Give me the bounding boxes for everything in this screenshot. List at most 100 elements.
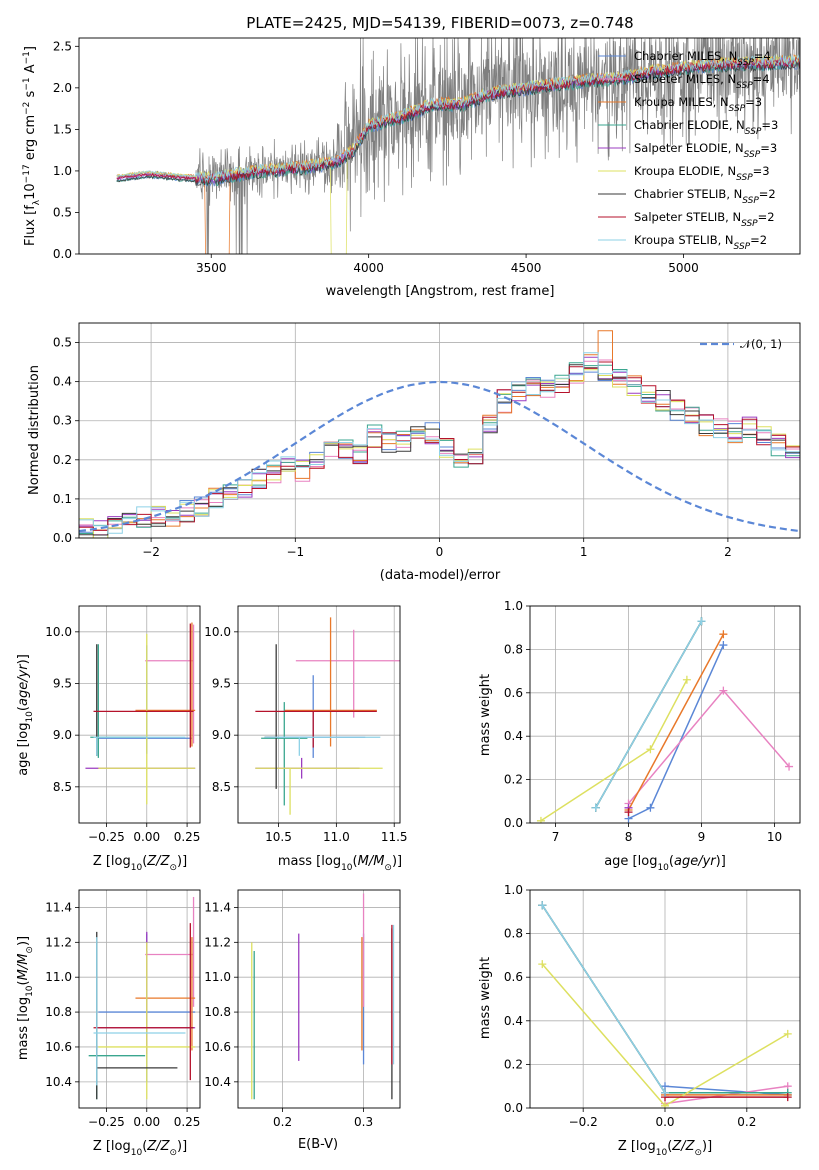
plot-area-residuals (79, 330, 800, 538)
x-tick-label: 0 (436, 545, 444, 559)
y-tick-label: 0.6 (504, 970, 523, 984)
y-tick-label: 9.5 (53, 677, 72, 691)
weight-marker (646, 803, 655, 812)
y-tick-label: 1.0 (504, 883, 523, 897)
y-tick-label: 8.5 (212, 780, 231, 794)
y-tick-label: 0.8 (504, 642, 523, 656)
y-tick-label: 11.4 (204, 900, 231, 914)
axes-residuals: −2 −1 0 1 2 0.0 0.1 0.2 0.3 0.4 0.5 (53, 322, 801, 559)
plot-area-age_vs_mass (255, 617, 400, 815)
y-tick-label: 0.1 (53, 492, 72, 506)
x-tick-label: 9 (698, 830, 706, 844)
plot-area-mass_vs_EBV (251, 893, 395, 1100)
y-axis-label: age [log10(age/yr)] (16, 654, 35, 776)
axes-frame (78, 605, 201, 824)
model-spectrum-line (116, 56, 800, 184)
x-tick-label: 3500 (196, 261, 227, 275)
weight-marker (783, 1029, 792, 1038)
y-tick-label: 0.6 (504, 686, 523, 700)
x-axis-label: mass [log10(M/M⊙)] (278, 854, 402, 873)
axes-spectrum: 3500 4000 4500 5000 0.0 0.5 1.0 1.5 2.0 2.5 (53, 37, 801, 275)
x-tick-label: −0.2 (569, 1115, 598, 1129)
model-spectrum-line (116, 60, 800, 186)
y-tick-label: 11.0 (204, 970, 231, 984)
y-tick-label: 2.5 (53, 39, 72, 53)
plot-area-spectrum (116, 38, 800, 254)
y-tick-label: 10.6 (204, 1040, 231, 1054)
weight-line (664, 1085, 788, 1096)
weight-marker (591, 803, 600, 812)
weight-marker (785, 762, 794, 771)
y-axis-label: Normed distribution (27, 365, 42, 495)
legend-label: Chabrier STELIB, NSSP=2 (634, 187, 776, 206)
weight-marker (661, 1088, 669, 1097)
y-tick-label: 8.5 (53, 780, 72, 794)
axes-frame (237, 605, 401, 824)
y-tick-label: 0.4 (504, 729, 523, 743)
y-tick-label: 10.4 (45, 1075, 72, 1089)
x-tick-label: 11.5 (381, 830, 408, 844)
y-axis-label: Flux [fλ10−17 erg cm−2 s−1 A−1] (22, 46, 42, 246)
axes-frame (529, 605, 801, 824)
x-tick-label: 7 (552, 830, 560, 844)
legend-label: Salpeter MILES, NSSP=4 (634, 72, 770, 91)
x-tick-label: −0.25 (88, 1115, 125, 1129)
y-tick-label: 1.0 (504, 599, 523, 613)
axes-frame (78, 322, 801, 539)
weight-marker (536, 816, 545, 823)
legend-label: 𝒩(0, 1) (740, 337, 782, 351)
y-tick-label: 9.0 (212, 728, 231, 742)
y-tick-label: 0.4 (504, 1014, 523, 1028)
axes-age_vs_mass: 10.5 11.0 11.5 8.5 9.0 9.5 10.0 (204, 605, 408, 844)
y-tick-label: 10.4 (204, 1075, 231, 1089)
x-tick-label: 8 (625, 830, 633, 844)
y-tick-label: 11.2 (204, 935, 231, 949)
x-tick-label: 0.25 (174, 1115, 201, 1129)
plot-area-weight_vs_Z (538, 901, 792, 1108)
y-tick-label: 10.0 (204, 625, 231, 639)
weight-marker (682, 675, 691, 684)
weight-line (540, 679, 688, 822)
y-tick-label: 11.0 (45, 970, 72, 984)
y-tick-label: 0.2 (504, 773, 523, 787)
y-tick-label: 0.5 (53, 336, 72, 350)
plots: 3500 4000 4500 5000 0.0 0.5 1.0 1.5 2.0 2.5 Chabri… (16, 37, 801, 1158)
weight-line (541, 904, 666, 1094)
x-axis-label: Z [log10(Z/Z⊙)] (93, 854, 187, 873)
y-tick-label: 0.0 (53, 247, 72, 261)
legend-label: Salpeter ELODIE, NSSP=3 (634, 141, 777, 160)
weight-marker (719, 686, 728, 695)
x-tick-label: 0.2 (273, 1115, 292, 1129)
axes-weight_vs_Z: −0.2 0.0 0.2 0.0 0.2 0.4 0.6 0.8 1.0 (504, 883, 801, 1129)
legend-label: Kroupa MILES, NSSP=3 (634, 95, 762, 114)
data-spectrum-line (116, 38, 800, 254)
y-tick-label: 1.5 (53, 122, 72, 136)
x-axis-label: Z [log10(Z/Z⊙)] (618, 1139, 712, 1158)
y-tick-label: 9.0 (53, 728, 72, 742)
x-tick-label: 11.0 (323, 830, 350, 844)
x-tick-label: 4000 (353, 261, 384, 275)
axes-mass_vs_Z: −0.25 0.00 0.25 10.4 10.6 10.8 11.0 11.2 11.4 (45, 889, 201, 1129)
y-tick-label: 0.4 (53, 375, 72, 389)
y-tick-label: 10.6 (45, 1040, 72, 1054)
weight-marker (719, 630, 728, 639)
weight-marker (646, 745, 655, 754)
legend-label: Chabrier ELODIE, NSSP=3 (634, 118, 778, 137)
legend-label: Kroupa STELIB, NSSP=2 (634, 233, 767, 252)
weight-marker (719, 641, 728, 650)
x-tick-label: −1 (286, 545, 304, 559)
plot-area-weight_vs_age (536, 617, 794, 823)
spectrum-legend: Chabrier MILES, NSSP=4 Salpeter MILES, NS… (598, 49, 778, 252)
axes-frame (529, 889, 801, 1109)
weight-marker (697, 617, 706, 626)
x-tick-label: 0.25 (174, 830, 201, 844)
x-tick-label: 10.5 (265, 830, 292, 844)
legend-label: Chabrier MILES, NSSP=4 (634, 49, 771, 68)
y-tick-label: 11.2 (45, 935, 72, 949)
y-tick-label: 2.0 (53, 81, 72, 95)
y-tick-label: 0.2 (504, 1057, 523, 1071)
y-tick-label: 0.5 (53, 205, 72, 219)
figure-title: PLATE=2425, MJD=54139, FIBERID=0073, z=0… (246, 14, 633, 32)
weight-marker (538, 901, 547, 910)
x-tick-label: 0.00 (133, 830, 160, 844)
